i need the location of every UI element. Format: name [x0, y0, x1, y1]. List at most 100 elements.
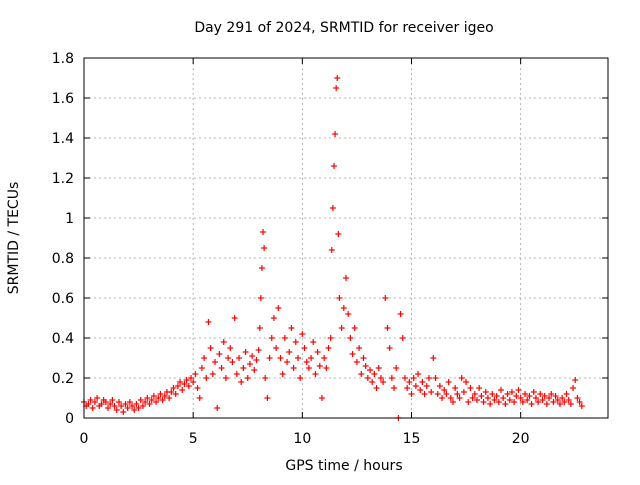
data-point	[428, 389, 435, 395]
data-point	[131, 407, 138, 413]
data-point	[474, 397, 480, 403]
data-point	[526, 393, 533, 399]
data-point	[196, 395, 203, 401]
data-point	[148, 397, 155, 403]
data-point	[388, 375, 395, 381]
data-point	[556, 401, 563, 407]
data-point	[408, 391, 415, 397]
data-point	[393, 365, 400, 371]
data-point	[253, 357, 260, 363]
data-point	[480, 399, 487, 405]
data-point	[367, 367, 374, 373]
x-tick-label: 20	[512, 431, 530, 447]
data-point	[471, 391, 478, 397]
data-point	[262, 375, 269, 381]
data-point	[181, 381, 188, 387]
data-point	[113, 407, 120, 413]
x-tick-label: 5	[189, 431, 198, 447]
data-point	[214, 405, 221, 411]
data-point	[122, 401, 129, 407]
data-point	[364, 375, 371, 381]
data-point	[229, 359, 236, 365]
data-point	[157, 391, 164, 397]
y-tick-label: 1.6	[52, 91, 74, 107]
y-tick-label: 0.6	[52, 291, 74, 307]
data-point	[257, 295, 264, 301]
data-point	[404, 385, 411, 391]
data-point	[294, 355, 301, 361]
data-point	[227, 345, 234, 351]
data-point	[515, 387, 522, 393]
data-point	[335, 231, 342, 237]
data-point	[532, 395, 539, 401]
data-point	[369, 379, 376, 385]
data-point	[102, 399, 109, 405]
data-point	[328, 247, 335, 253]
data-point	[111, 403, 118, 409]
data-point	[508, 389, 515, 395]
data-point	[345, 311, 352, 317]
data-point	[120, 409, 127, 415]
data-point	[172, 391, 179, 397]
data-point	[325, 345, 332, 351]
data-point	[528, 401, 535, 407]
data-point	[240, 365, 247, 371]
data-point	[297, 375, 304, 381]
data-point	[168, 389, 175, 395]
data-point	[159, 397, 166, 403]
y-tick-label: 1.4	[52, 131, 74, 147]
data-point	[137, 397, 144, 403]
data-point	[330, 163, 337, 169]
data-point	[349, 351, 356, 357]
data-point	[327, 335, 334, 341]
data-point	[277, 355, 284, 361]
data-point	[264, 395, 271, 401]
data-point	[491, 397, 498, 403]
data-point	[460, 389, 467, 395]
data-point	[185, 383, 192, 389]
data-point	[576, 399, 583, 405]
data-point	[135, 405, 142, 411]
data-point	[570, 385, 577, 391]
data-point	[192, 371, 199, 377]
data-point	[270, 315, 277, 321]
data-point	[255, 347, 262, 353]
data-point	[373, 385, 380, 391]
data-point	[187, 375, 194, 381]
data-point	[384, 325, 391, 331]
data-point	[207, 345, 214, 351]
data-point	[268, 335, 275, 341]
data-point	[85, 401, 92, 407]
data-point	[498, 387, 505, 393]
data-point	[238, 379, 245, 385]
y-axis-label: SRMTID / TECUs	[6, 182, 22, 295]
y-tick-label: 0.4	[52, 331, 74, 347]
data-point	[380, 379, 387, 385]
data-point	[502, 401, 509, 407]
data-point	[249, 353, 256, 359]
data-point	[548, 391, 555, 397]
data-point	[161, 393, 168, 399]
data-point	[406, 379, 413, 385]
data-point	[146, 401, 153, 407]
data-point	[487, 401, 494, 407]
data-point	[105, 405, 112, 411]
data-point	[225, 355, 232, 361]
data-point	[150, 393, 157, 399]
data-point	[463, 379, 470, 385]
data-point	[456, 395, 463, 401]
data-point	[284, 359, 291, 365]
data-point	[177, 379, 184, 385]
data-point	[179, 387, 186, 393]
data-point	[124, 405, 131, 411]
data-point	[537, 391, 544, 397]
data-point	[273, 345, 280, 351]
data-point	[343, 275, 349, 281]
data-point	[445, 379, 452, 385]
data-point	[218, 365, 225, 371]
data-point	[305, 365, 312, 371]
data-point	[419, 379, 426, 385]
data-point	[362, 363, 369, 369]
data-point	[353, 359, 360, 365]
